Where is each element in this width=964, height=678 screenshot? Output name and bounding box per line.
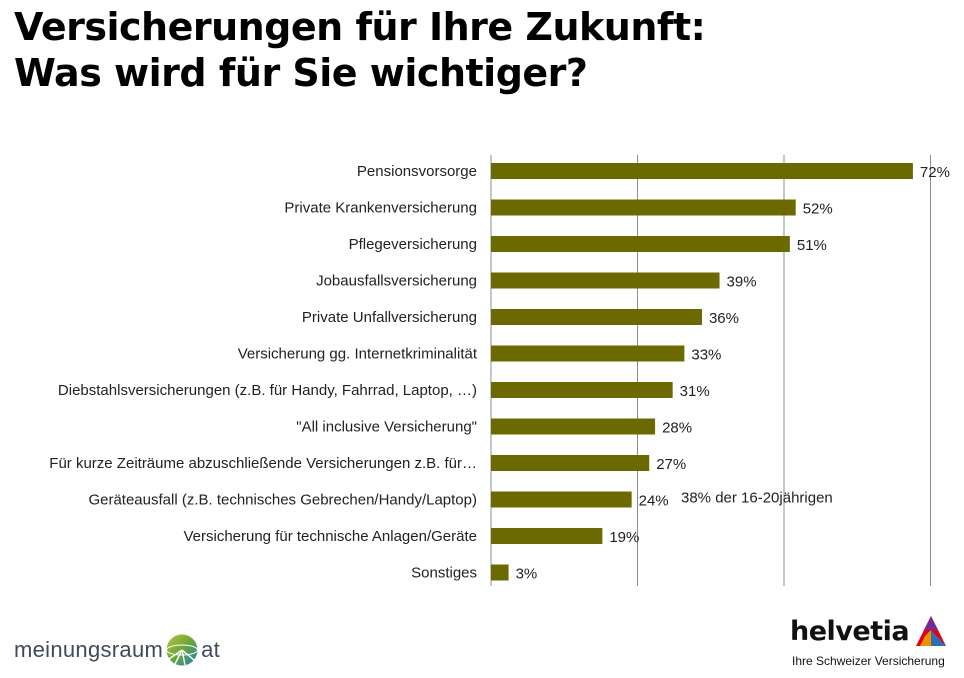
bar <box>491 272 720 289</box>
category-label: Private Krankenversicherung <box>284 200 477 217</box>
bar <box>491 309 702 325</box>
category-label: Versicherung gg. Internetkriminalität <box>238 346 478 363</box>
bar <box>491 382 673 398</box>
category-label: Sonstiges <box>411 565 477 582</box>
annotations: 38% der 16-20jährigen <box>681 490 833 507</box>
category-labels: Pensionsvorsorge Private Krankenversicher… <box>49 163 478 582</box>
gridlines <box>637 155 931 586</box>
globe-icon <box>166 634 199 666</box>
helvetia-wordmark: helvetia <box>790 616 910 647</box>
category-label: Für kurze Zeiträume abzuschließende Vers… <box>49 455 477 472</box>
bar <box>491 491 632 508</box>
category-label: Versicherung für technische Anlagen/Gerä… <box>183 528 477 545</box>
title-line-1: Versicherungen für Ihre Zukunft: <box>14 5 706 49</box>
helvetia-tagline: Ihre Schweizer Versicherung <box>792 654 945 668</box>
bar <box>491 528 603 544</box>
category-label: Diebstahlsversicherungen (z.B. für Handy… <box>58 382 477 399</box>
category-label: Jobausfallsversicherung <box>316 273 477 290</box>
logo-left-text-1: meinungsraum <box>14 637 164 662</box>
category-label: Geräteausfall (z.B. technisches Gebreche… <box>88 492 477 509</box>
value-label: 39% <box>727 274 757 291</box>
helvetia-triangle-icon <box>916 616 946 646</box>
value-label: 3% <box>516 566 538 583</box>
helvetia-logo: helvetia Ihre Schweizer Versicherung <box>790 614 950 674</box>
value-label: 51% <box>797 237 827 254</box>
category-label: Private Unfallversicherung <box>302 309 477 326</box>
meinungsraum-logo: meinungsraum at <box>14 630 220 670</box>
value-label: 28% <box>662 420 692 437</box>
bar <box>491 455 650 471</box>
bar <box>491 345 685 362</box>
value-label: 27% <box>656 456 686 473</box>
bar <box>491 564 509 581</box>
category-label: Pensionsvorsorge <box>357 163 477 180</box>
logo-left-text-2: at <box>201 637 221 662</box>
value-labels: 72% 52% 51% 39% 36% 33% 31% 28% 27% 24% 19% 3% <box>516 164 950 583</box>
category-label: Pflegeversicherung <box>349 236 477 253</box>
value-label: 33% <box>691 347 721 364</box>
value-label: 19% <box>609 529 639 546</box>
value-label: 31% <box>680 383 710 400</box>
value-label: 52% <box>803 201 833 218</box>
value-label: 24% <box>639 493 669 510</box>
value-label: 36% <box>709 310 739 327</box>
bar <box>491 199 796 216</box>
bars <box>491 163 913 581</box>
page-title: Versicherungen für Ihre Zukunft: Was wir… <box>14 4 706 96</box>
bar <box>491 236 790 252</box>
annotation-label: 38% der 16-20jährigen <box>681 490 833 507</box>
category-label: "All inclusive Versicherung" <box>296 419 477 436</box>
title-line-2: Was wird für Sie wichtiger? <box>14 51 588 95</box>
value-label: 72% <box>920 164 950 181</box>
bar <box>491 163 913 179</box>
bar <box>491 418 656 435</box>
